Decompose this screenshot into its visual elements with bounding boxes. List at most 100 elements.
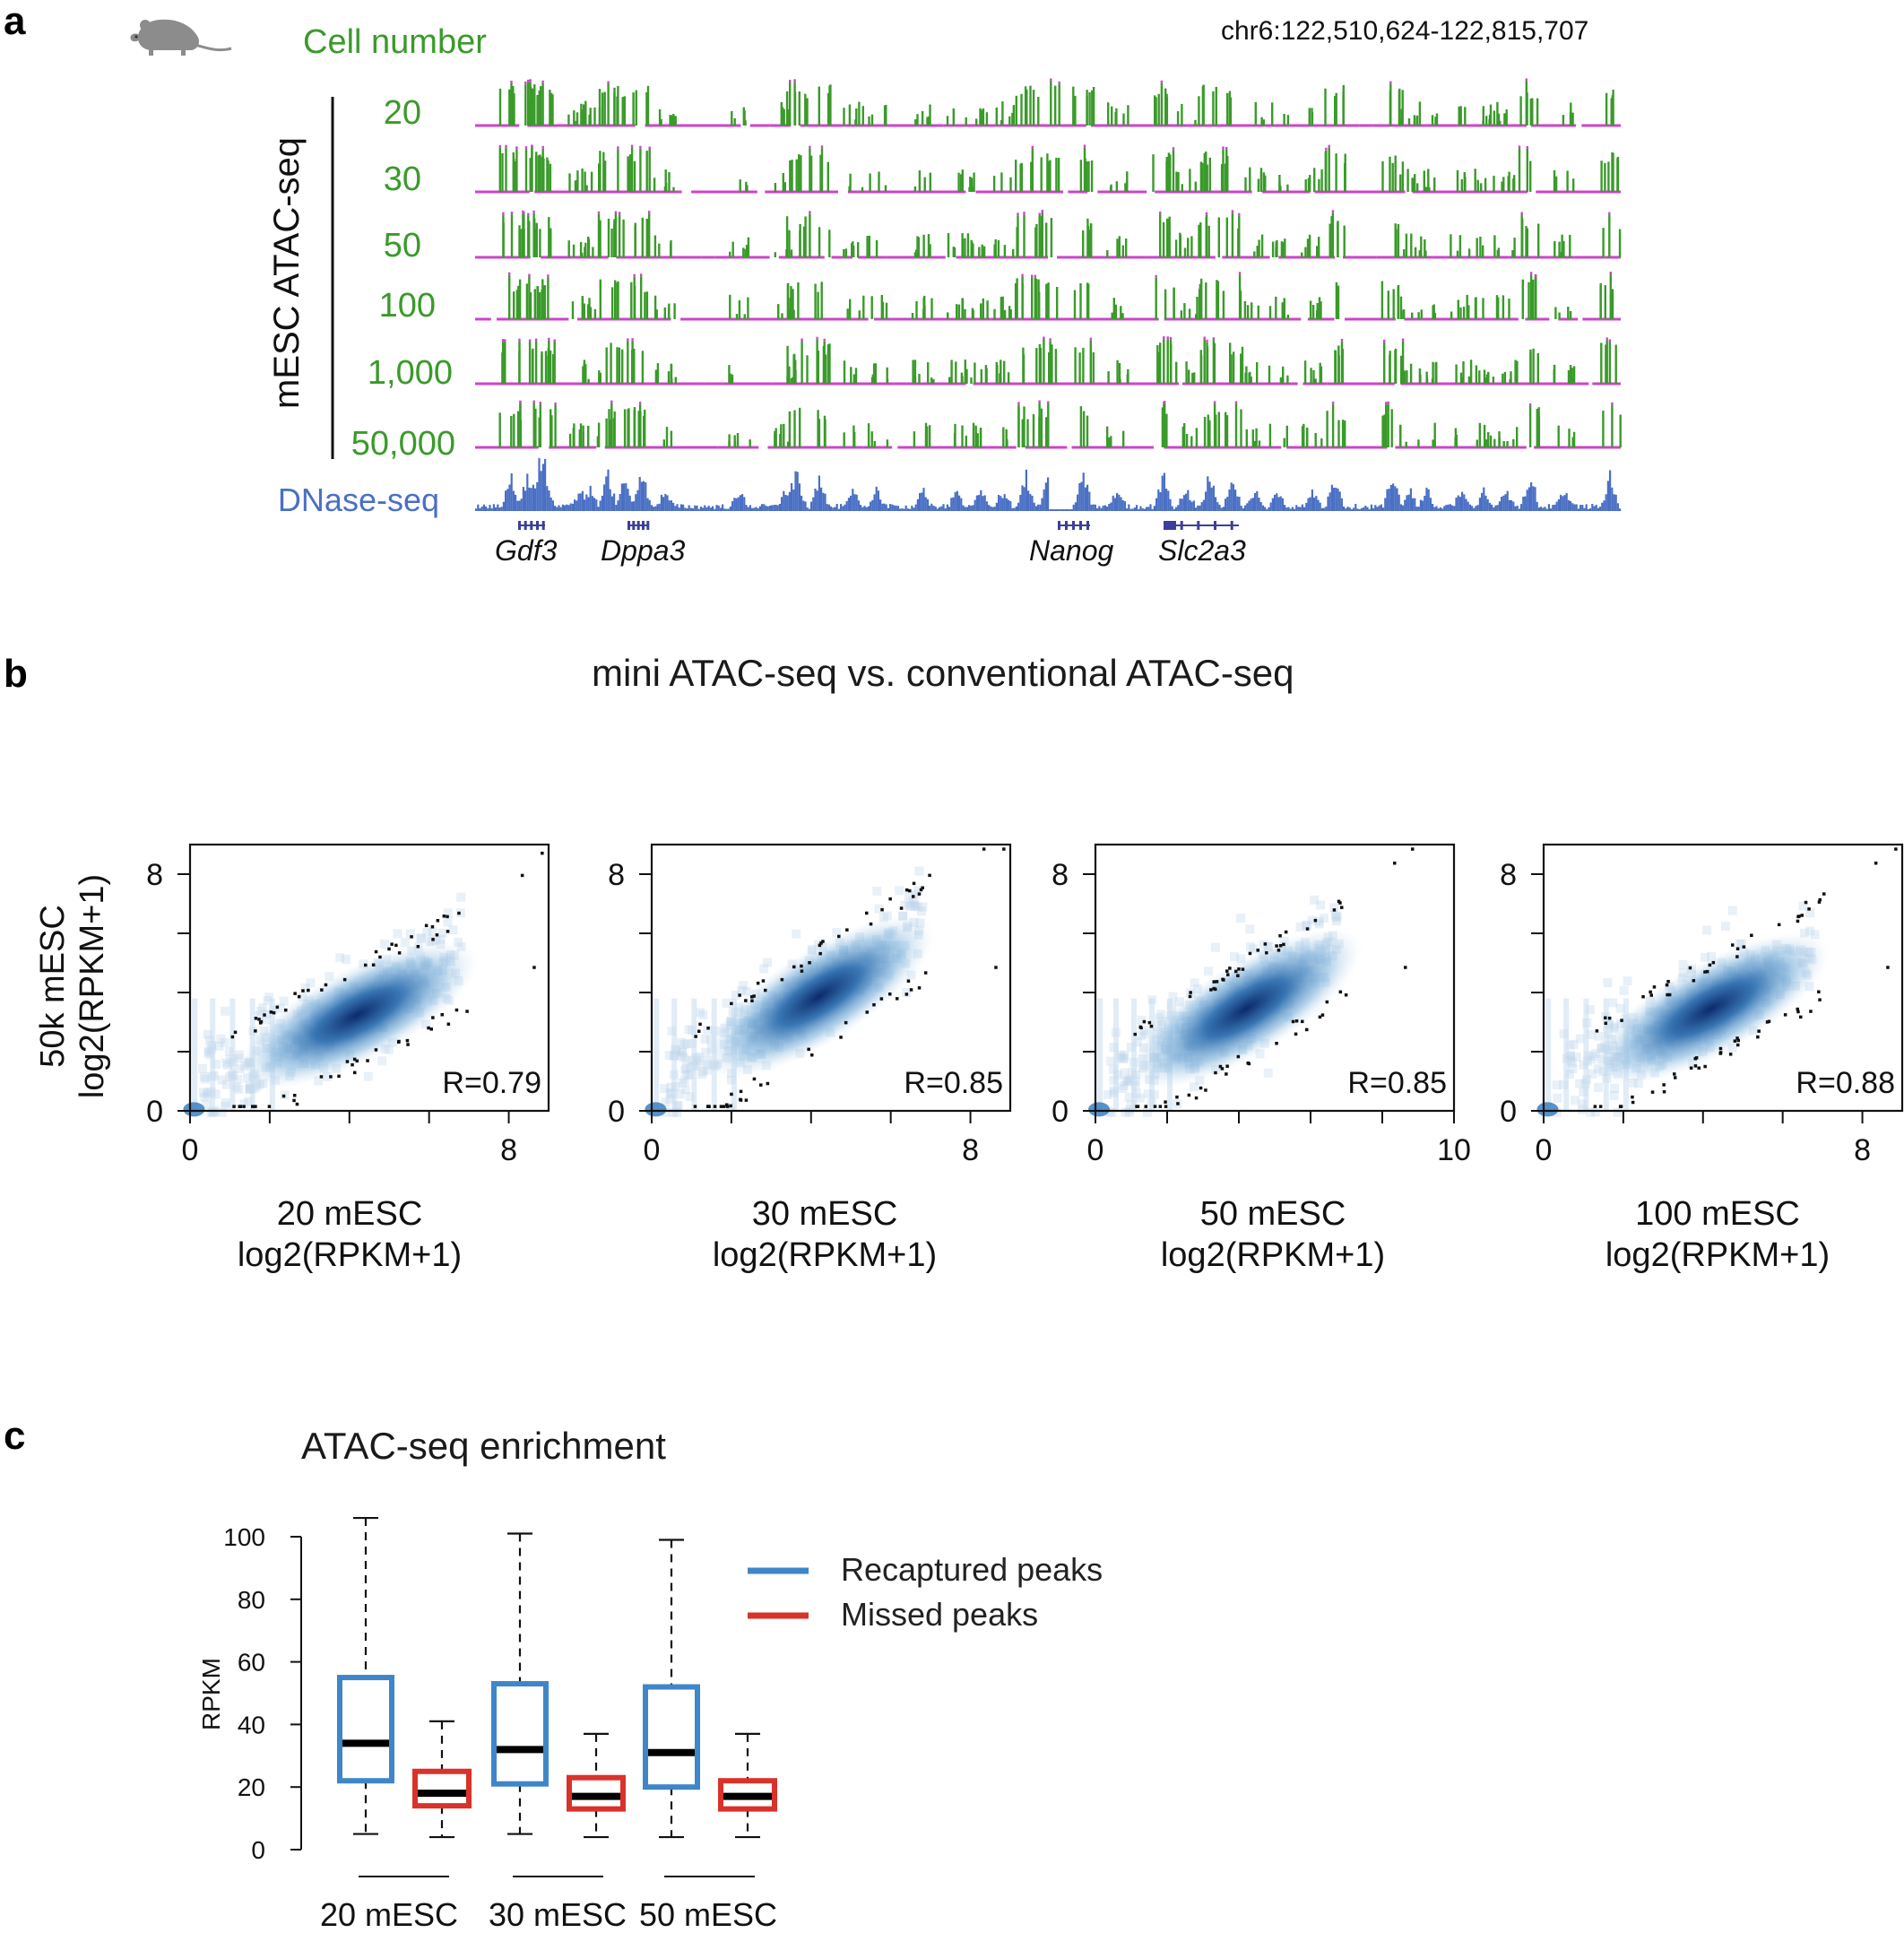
outlier-point	[292, 1098, 296, 1103]
atac-peak-bar	[541, 82, 544, 126]
outlier-point	[1662, 1083, 1666, 1087]
dnase-signal-bar	[524, 490, 527, 511]
dnase-signal-bar	[1187, 490, 1190, 511]
atac-peak-bar	[498, 147, 501, 192]
atac-peak-bar	[1275, 296, 1277, 319]
density-cell	[1810, 930, 1820, 940]
atac-peak-bar	[603, 160, 607, 192]
atac-peak-bar	[1271, 102, 1274, 126]
atac-peak-bar	[818, 419, 821, 447]
peak-clip-marker	[529, 79, 532, 82]
atac-peak-bar	[799, 223, 801, 257]
density-cell	[773, 1001, 783, 1011]
atac-peak-bar	[1572, 377, 1575, 384]
dnase-signal-bar	[1205, 491, 1207, 511]
atac-peak-bar	[617, 86, 619, 126]
dnase-signal-bar	[1325, 507, 1328, 511]
atac-peak-bar	[631, 341, 634, 384]
atac-peak-bar	[1431, 378, 1434, 384]
outlier-point	[1735, 947, 1740, 950]
dnase-signal-bar	[1033, 502, 1035, 511]
atac-peak-bar	[1107, 120, 1110, 126]
dnase-signal-bar	[895, 506, 897, 511]
outlier-point	[909, 988, 913, 992]
peak-clip-marker	[1163, 401, 1165, 404]
density-cell	[1279, 936, 1289, 946]
atac-peak-bar	[633, 160, 636, 192]
atac-peak-bar	[1165, 413, 1168, 447]
atac-peak-bar	[883, 105, 887, 126]
density-cell	[1274, 972, 1284, 982]
atac-peak-bar	[1571, 119, 1574, 126]
peak-clip-marker	[1611, 402, 1614, 405]
outlier-point	[1199, 1086, 1203, 1090]
atac-peak-bar	[638, 404, 642, 447]
density-cell	[1314, 916, 1324, 926]
dnase-signal-bar	[1138, 508, 1140, 511]
dnase-signal-bar	[477, 504, 480, 511]
dnase-signal-bar	[1110, 502, 1112, 511]
density-cell	[1594, 1031, 1604, 1041]
outlier-point	[1136, 1105, 1140, 1108]
dnase-signal-bar	[755, 507, 757, 511]
density-cell	[394, 980, 403, 990]
density-cell	[456, 942, 466, 951]
density-cell	[825, 972, 835, 982]
outlier-point	[923, 971, 928, 975]
atac-peak-bar	[1047, 161, 1050, 192]
peak-clip-marker	[1034, 274, 1036, 278]
atac-peak-bar	[616, 282, 619, 319]
atac-peak-bar	[1381, 160, 1384, 192]
atac-peak-bar	[728, 365, 731, 384]
atac-peak-bar	[547, 355, 550, 384]
dnase-signal-bar	[1587, 508, 1589, 511]
density-cell	[1316, 900, 1326, 910]
density-cell	[1310, 978, 1320, 988]
atac-peak-bar	[643, 416, 645, 447]
outlier-point	[1305, 1027, 1309, 1032]
atac-peak-bar	[1031, 148, 1034, 192]
atac-peak-bar	[918, 374, 921, 384]
atac-peak-bar	[539, 404, 541, 447]
dnase-signal-bar	[1220, 507, 1223, 511]
atac-peak-bar	[1342, 91, 1345, 126]
outlier-point	[1188, 994, 1192, 999]
outlier-point	[427, 1026, 430, 1030]
density-cell	[1258, 998, 1268, 1008]
dnase-signal-bar	[1514, 506, 1517, 511]
density-cell	[1190, 1059, 1199, 1069]
atac-peak-bar	[1502, 177, 1505, 192]
density-cell	[1775, 957, 1785, 966]
density-cell	[1323, 932, 1333, 942]
atac-peak-bar	[1394, 350, 1397, 384]
peak-clip-marker	[524, 146, 528, 150]
outlier-point	[1688, 966, 1692, 970]
density-cell	[857, 966, 867, 975]
density-cell	[1605, 1045, 1614, 1055]
atac-peak-bar	[598, 107, 601, 126]
atac-peak-bar	[1237, 228, 1240, 257]
density-cell	[1711, 979, 1721, 989]
atac-peak-bar	[1502, 295, 1505, 319]
atac-peak-bar	[1428, 186, 1431, 192]
peak-clip-marker	[1528, 403, 1532, 406]
density-cell	[273, 1058, 282, 1068]
atac-peak-bar	[1431, 115, 1434, 126]
dnase-signal-bar	[1575, 504, 1578, 511]
density-cell	[207, 1041, 217, 1051]
density-cell	[1232, 971, 1242, 981]
density-cell	[1645, 1006, 1654, 1016]
density-cell	[203, 1048, 213, 1058]
density-cell	[794, 1001, 803, 1011]
outlier-point	[416, 945, 420, 949]
dnase-signal-bar	[566, 504, 568, 511]
atac-peak-bar	[1571, 368, 1573, 384]
atac-peak-bar	[665, 427, 669, 447]
atac-peak-bar	[538, 162, 541, 192]
dnase-signal-bar	[1463, 494, 1466, 511]
density-cell	[376, 1023, 386, 1033]
atac-peak-bar	[1493, 235, 1496, 257]
atac-peak-bar	[1208, 420, 1211, 447]
dnase-signal-bar	[1540, 507, 1543, 511]
dnase-signal-bar	[934, 507, 937, 511]
